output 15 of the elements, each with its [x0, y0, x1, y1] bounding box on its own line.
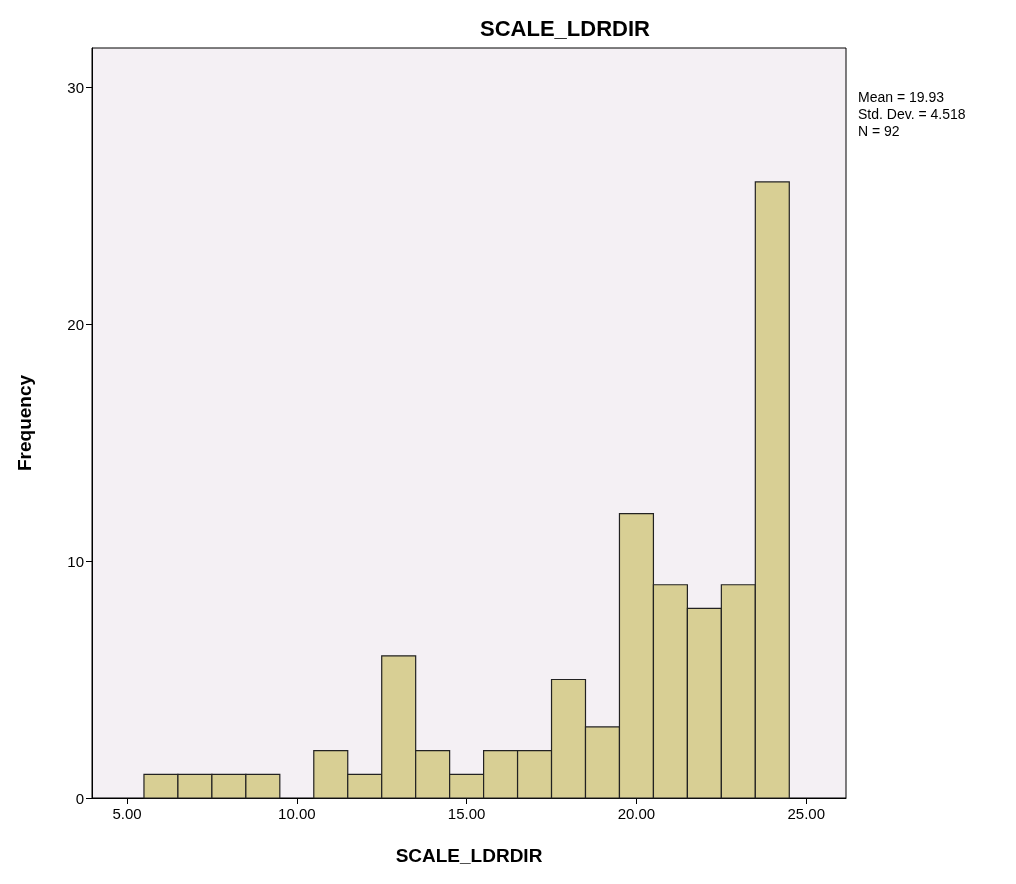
- x-tick-label: 20.00: [617, 805, 656, 822]
- y-tick-label: 30: [67, 78, 84, 96]
- x-tick-label: 5.00: [112, 805, 142, 822]
- x-tick-label: 15.00: [447, 805, 486, 822]
- y-tick-label: 0: [75, 789, 84, 807]
- y-tick-label: 20: [67, 315, 84, 333]
- text: Std. Dev. = 4.518: [858, 106, 966, 122]
- text: Mean = 19.93: [858, 89, 945, 105]
- x-tick-label: 10.00: [278, 805, 316, 822]
- y-tick-label: 10: [67, 552, 84, 570]
- chart-title: SCALE_LDRDIR: [480, 15, 651, 41]
- y-axis-title: Frequency: [14, 374, 35, 472]
- text: N = 92: [858, 123, 900, 139]
- x-tick-label: 25.00: [787, 805, 826, 822]
- x-axis-title: SCALE_LDRDIR: [395, 845, 543, 866]
